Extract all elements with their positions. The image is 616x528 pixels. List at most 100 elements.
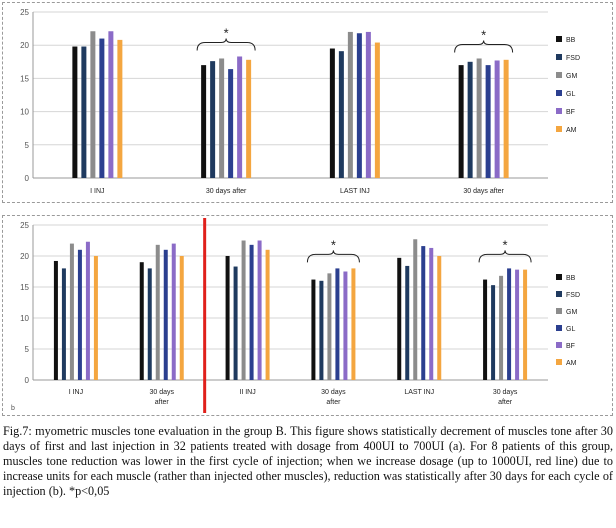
legend-swatch-gl	[556, 325, 562, 331]
bar-fsd	[491, 285, 496, 380]
bar-bb	[72, 46, 78, 178]
legend-label-gl: GL	[566, 326, 575, 333]
y-tick-label: 10	[20, 314, 29, 323]
bar-gl	[249, 244, 254, 380]
bar-bf	[429, 247, 434, 380]
bar-bf	[515, 269, 520, 380]
legend-label-fsd: FSD	[566, 292, 580, 299]
x-tick-label: after	[498, 399, 513, 406]
legend-label-bf: BF	[566, 109, 575, 116]
legend-swatch-gm	[556, 72, 562, 78]
bar-gm	[347, 31, 353, 179]
bar-gl	[77, 249, 82, 380]
significance-star: *	[503, 237, 508, 252]
x-tick-label: 30 days	[149, 389, 174, 396]
x-tick-label: I INJ	[90, 188, 104, 195]
significance-bracket	[454, 40, 514, 53]
bar-bf	[85, 241, 90, 380]
bar-am	[117, 39, 123, 178]
legend-swatch-bf	[556, 108, 562, 114]
bar-fsd	[338, 51, 344, 179]
legend-swatch-bb	[556, 274, 562, 280]
bar-gl	[356, 33, 362, 178]
y-tick-label: 5	[25, 141, 30, 150]
x-tick-label: 30 days	[321, 389, 346, 396]
x-tick-label: after	[326, 399, 341, 406]
bar-gm	[155, 244, 160, 380]
x-tick-label: after	[155, 399, 170, 406]
bar-am	[437, 256, 442, 380]
bar-chart-b: 0 5 10 15 20 25 I INJ 30 days after II INJ 30 days…	[11, 218, 580, 413]
bar-bb	[483, 279, 488, 380]
legend-label-am: AM	[566, 127, 577, 134]
y-tick-label: 10	[20, 108, 29, 117]
bar-bb	[139, 262, 144, 380]
bar-fsd	[61, 268, 66, 380]
bar-fsd	[81, 46, 87, 178]
bar-am	[265, 249, 270, 380]
bar-gm	[413, 239, 418, 380]
bar-gm	[476, 58, 482, 179]
legend-label-bb: BB	[566, 275, 576, 282]
legend-label-bf: BF	[566, 343, 575, 350]
y-tick-label: 0	[25, 376, 30, 385]
legend-swatch-bb	[556, 36, 562, 42]
bar-bf	[365, 31, 371, 179]
y-tick-label: 0	[25, 174, 30, 183]
significance-bracket	[196, 38, 256, 51]
bar-bf	[237, 56, 243, 178]
bar-am	[93, 256, 98, 380]
bar-gl	[507, 268, 512, 380]
legend-label-am: AM	[566, 360, 577, 367]
significance-star: *	[331, 237, 336, 252]
bar-bf	[108, 31, 114, 179]
bar-am	[374, 42, 380, 178]
bar-am	[179, 256, 184, 380]
bar-chart-a: 0 5 10 15 20 25 I INJ 30 days after * LAST INJ 30 …	[20, 8, 580, 195]
bar-gm	[241, 240, 246, 380]
legend-swatch-bf	[556, 342, 562, 348]
legend-swatch-fsd	[556, 54, 562, 60]
bar-bb	[329, 48, 335, 178]
bar-am	[523, 269, 528, 380]
legend-swatch-am	[556, 126, 562, 132]
legend-swatch-am	[556, 359, 562, 365]
bar-bb	[201, 65, 207, 178]
legend-label-gl: GL	[566, 91, 575, 98]
bar-gl	[99, 38, 105, 179]
bar-bf	[257, 240, 262, 380]
y-tick-label: 25	[20, 221, 29, 230]
significance-star: *	[481, 27, 486, 42]
bar-gl	[228, 69, 234, 178]
legend-swatch-fsd	[556, 291, 562, 297]
bar-am	[246, 59, 252, 178]
y-tick-label: 25	[20, 8, 29, 17]
y-tick-label: 20	[20, 252, 29, 261]
bar-bb	[225, 256, 230, 380]
x-tick-label: LAST INJ	[340, 188, 370, 195]
legend-label-gm: GM	[566, 73, 577, 80]
y-tick-label: 15	[20, 283, 29, 292]
legend-label-bb: BB	[566, 37, 576, 44]
bar-fsd	[319, 280, 324, 380]
bar-gm	[219, 58, 225, 179]
bar-fsd	[147, 268, 152, 380]
x-tick-label: LAST INJ	[404, 389, 434, 396]
legend-label-fsd: FSD	[566, 55, 580, 62]
bar-am	[351, 268, 356, 380]
bar-bf	[171, 243, 176, 380]
y-tick-label: 20	[20, 41, 29, 50]
bar-gm	[69, 243, 74, 380]
bar-fsd	[210, 61, 216, 178]
chart-panel-a: 0 5 10 15 20 25 I INJ 30 days after * LAST INJ 30 …	[2, 2, 613, 203]
bar-am	[503, 59, 509, 178]
figure-caption: Fig.7: myometric muscles tone evaluation…	[3, 424, 613, 498]
bar-gm	[327, 273, 332, 380]
x-tick-label: I INJ	[69, 389, 83, 396]
bar-gm	[499, 275, 504, 380]
bar-bf	[494, 60, 500, 178]
x-tick-label: II INJ	[239, 389, 255, 396]
legend-swatch-gm	[556, 308, 562, 314]
x-tick-label: 30 days	[493, 389, 518, 396]
bar-fsd	[405, 265, 410, 380]
